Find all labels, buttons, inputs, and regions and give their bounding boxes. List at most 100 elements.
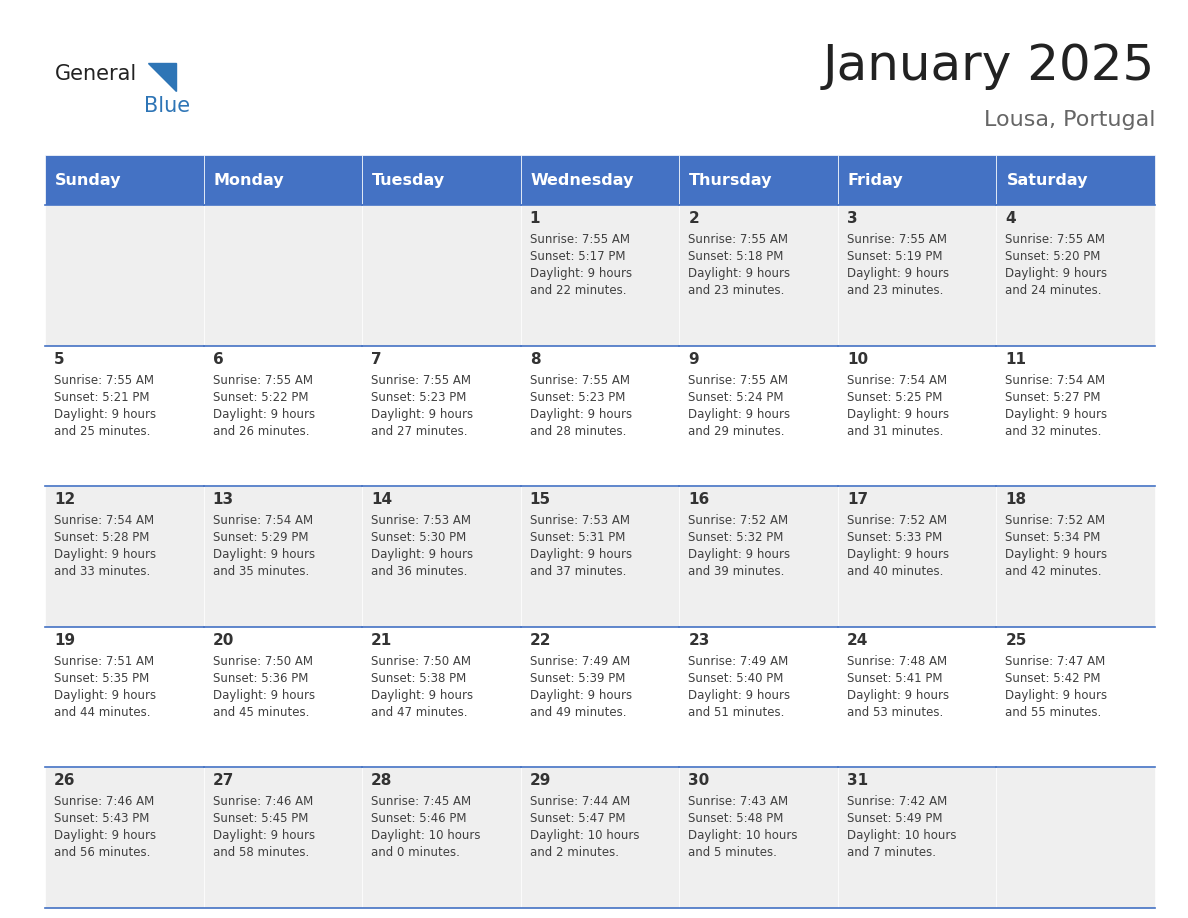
Bar <box>45 487 203 627</box>
Text: Sunset: 5:29 PM: Sunset: 5:29 PM <box>213 532 308 544</box>
Text: 14: 14 <box>371 492 392 508</box>
Bar <box>203 627 362 767</box>
Bar <box>362 767 520 908</box>
Text: Sunrise: 7:53 AM: Sunrise: 7:53 AM <box>530 514 630 527</box>
Text: Sunrise: 7:50 AM: Sunrise: 7:50 AM <box>213 655 312 667</box>
Text: Sunrise: 7:42 AM: Sunrise: 7:42 AM <box>847 795 947 809</box>
Text: and 44 minutes.: and 44 minutes. <box>53 706 151 719</box>
Bar <box>362 345 520 487</box>
Bar <box>520 487 680 627</box>
Bar <box>680 155 838 205</box>
Text: Sunrise: 7:46 AM: Sunrise: 7:46 AM <box>53 795 154 809</box>
Text: Sunset: 5:19 PM: Sunset: 5:19 PM <box>847 250 942 263</box>
Text: Sunset: 5:41 PM: Sunset: 5:41 PM <box>847 672 942 685</box>
Text: Sunset: 5:20 PM: Sunset: 5:20 PM <box>1005 250 1101 263</box>
Text: Daylight: 9 hours: Daylight: 9 hours <box>53 688 156 701</box>
Text: Sunset: 5:23 PM: Sunset: 5:23 PM <box>371 390 467 404</box>
Text: 8: 8 <box>530 352 541 366</box>
Text: 19: 19 <box>53 633 75 648</box>
Text: Sunrise: 7:51 AM: Sunrise: 7:51 AM <box>53 655 154 667</box>
Text: Sunrise: 7:50 AM: Sunrise: 7:50 AM <box>371 655 472 667</box>
Bar <box>997 487 1155 627</box>
Text: Sunrise: 7:55 AM: Sunrise: 7:55 AM <box>1005 233 1105 246</box>
Text: and 49 minutes.: and 49 minutes. <box>530 706 626 719</box>
Text: Daylight: 9 hours: Daylight: 9 hours <box>530 548 632 561</box>
Text: Sunset: 5:42 PM: Sunset: 5:42 PM <box>1005 672 1101 685</box>
Text: Monday: Monday <box>214 173 284 187</box>
Bar <box>520 155 680 205</box>
Text: and 55 minutes.: and 55 minutes. <box>1005 706 1101 719</box>
Text: Daylight: 9 hours: Daylight: 9 hours <box>530 267 632 280</box>
Text: Sunrise: 7:55 AM: Sunrise: 7:55 AM <box>847 233 947 246</box>
Text: and 56 minutes.: and 56 minutes. <box>53 846 151 859</box>
Text: Daylight: 9 hours: Daylight: 9 hours <box>371 408 473 420</box>
Text: and 42 minutes.: and 42 minutes. <box>1005 565 1102 578</box>
Text: Sunrise: 7:46 AM: Sunrise: 7:46 AM <box>213 795 312 809</box>
Text: Sunset: 5:21 PM: Sunset: 5:21 PM <box>53 390 150 404</box>
Text: 17: 17 <box>847 492 868 508</box>
Text: Sunrise: 7:44 AM: Sunrise: 7:44 AM <box>530 795 630 809</box>
Bar <box>203 487 362 627</box>
Text: Sunset: 5:46 PM: Sunset: 5:46 PM <box>371 812 467 825</box>
Text: Sunset: 5:17 PM: Sunset: 5:17 PM <box>530 250 625 263</box>
Bar <box>203 205 362 345</box>
Text: Daylight: 9 hours: Daylight: 9 hours <box>688 267 790 280</box>
Text: Sunrise: 7:49 AM: Sunrise: 7:49 AM <box>530 655 630 667</box>
Text: Sunrise: 7:54 AM: Sunrise: 7:54 AM <box>1005 374 1106 386</box>
Bar <box>520 627 680 767</box>
Bar <box>45 627 203 767</box>
Text: 5: 5 <box>53 352 64 366</box>
Text: Thursday: Thursday <box>689 173 772 187</box>
Bar <box>45 155 203 205</box>
Text: Sunset: 5:49 PM: Sunset: 5:49 PM <box>847 812 942 825</box>
Text: Blue: Blue <box>144 96 190 116</box>
Text: and 40 minutes.: and 40 minutes. <box>847 565 943 578</box>
Text: 29: 29 <box>530 773 551 789</box>
Text: 18: 18 <box>1005 492 1026 508</box>
Text: Tuesday: Tuesday <box>372 173 446 187</box>
Text: Sunset: 5:35 PM: Sunset: 5:35 PM <box>53 672 150 685</box>
Bar <box>680 345 838 487</box>
Bar <box>45 205 203 345</box>
Bar <box>838 767 997 908</box>
Text: 12: 12 <box>53 492 75 508</box>
Text: Sunrise: 7:48 AM: Sunrise: 7:48 AM <box>847 655 947 667</box>
Text: Sunrise: 7:52 AM: Sunrise: 7:52 AM <box>1005 514 1106 527</box>
Text: 15: 15 <box>530 492 551 508</box>
Text: 2: 2 <box>688 211 699 226</box>
Bar <box>203 345 362 487</box>
Text: and 39 minutes.: and 39 minutes. <box>688 565 784 578</box>
Text: Friday: Friday <box>848 173 904 187</box>
Bar <box>838 345 997 487</box>
Text: and 25 minutes.: and 25 minutes. <box>53 425 151 438</box>
Text: January 2025: January 2025 <box>823 42 1155 90</box>
Text: and 27 minutes.: and 27 minutes. <box>371 425 468 438</box>
Text: and 28 minutes.: and 28 minutes. <box>530 425 626 438</box>
Text: 27: 27 <box>213 773 234 789</box>
Text: Sunset: 5:47 PM: Sunset: 5:47 PM <box>530 812 625 825</box>
Text: Daylight: 9 hours: Daylight: 9 hours <box>847 688 949 701</box>
Text: and 7 minutes.: and 7 minutes. <box>847 846 936 859</box>
Bar <box>838 205 997 345</box>
Text: and 29 minutes.: and 29 minutes. <box>688 425 785 438</box>
Text: and 31 minutes.: and 31 minutes. <box>847 425 943 438</box>
Text: Sunset: 5:33 PM: Sunset: 5:33 PM <box>847 532 942 544</box>
Text: and 24 minutes.: and 24 minutes. <box>1005 284 1102 297</box>
Text: and 53 minutes.: and 53 minutes. <box>847 706 943 719</box>
Text: 3: 3 <box>847 211 858 226</box>
Text: Sunset: 5:34 PM: Sunset: 5:34 PM <box>1005 532 1101 544</box>
Text: 7: 7 <box>371 352 381 366</box>
Text: Sunrise: 7:47 AM: Sunrise: 7:47 AM <box>1005 655 1106 667</box>
Bar <box>362 627 520 767</box>
Text: 11: 11 <box>1005 352 1026 366</box>
Bar <box>997 155 1155 205</box>
Text: Sunrise: 7:54 AM: Sunrise: 7:54 AM <box>213 514 312 527</box>
Text: Daylight: 9 hours: Daylight: 9 hours <box>1005 688 1107 701</box>
Text: Daylight: 9 hours: Daylight: 9 hours <box>1005 408 1107 420</box>
Bar <box>680 767 838 908</box>
Text: 24: 24 <box>847 633 868 648</box>
Text: Daylight: 9 hours: Daylight: 9 hours <box>371 688 473 701</box>
Text: Daylight: 9 hours: Daylight: 9 hours <box>213 548 315 561</box>
Text: and 37 minutes.: and 37 minutes. <box>530 565 626 578</box>
Text: Sunrise: 7:55 AM: Sunrise: 7:55 AM <box>688 374 789 386</box>
